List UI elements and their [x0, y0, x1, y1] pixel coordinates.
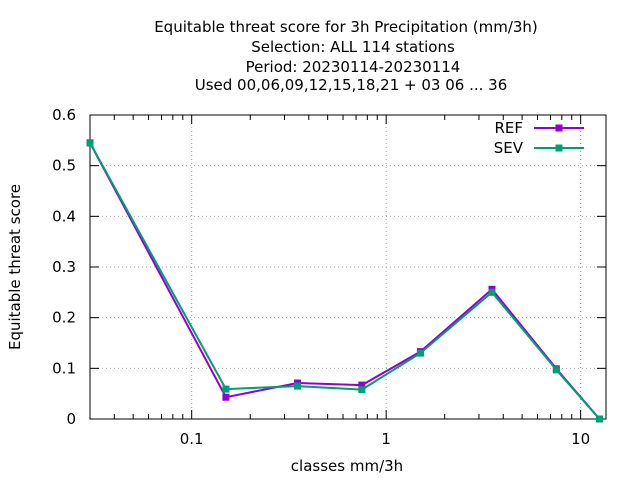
grid-lines — [90, 115, 606, 419]
tick-labels: 0 0.1 0.2 0.3 0.4 0.5 0.6 0.1 1 10 — [52, 106, 590, 448]
title-line-4: Used 00,06,09,12,15,18,21 + 03 06 ... 36 — [195, 76, 508, 94]
legend-label-ref: REF — [494, 119, 523, 137]
data-point-sev — [416, 349, 424, 357]
y-tick-label: 0.2 — [52, 309, 76, 327]
y-tick-label: 0.3 — [52, 258, 76, 276]
y-tick-label: 0.5 — [52, 157, 76, 175]
title-line-2: Selection: ALL 114 stations — [251, 38, 455, 56]
data-point-sev — [358, 386, 366, 394]
y-axis-label: Equitable threat score — [6, 184, 24, 350]
series-line-sev — [89, 142, 601, 420]
y-tick-label: 0 — [66, 410, 76, 428]
axis-ticks — [89, 114, 606, 420]
data-point-sev — [552, 366, 560, 374]
x-axis-label: classes mm/3h — [291, 457, 403, 475]
x-tick-label: 0.1 — [180, 430, 204, 448]
legend-marker-ref — [555, 124, 563, 132]
data-series — [86, 139, 603, 423]
title-line-1: Equitable threat score for 3h Precipitat… — [154, 18, 538, 36]
x-tick-label: 1 — [381, 430, 391, 448]
title-line-3: Period: 20230114-20230114 — [246, 58, 461, 76]
data-point-sev — [488, 288, 496, 296]
chart-title: Equitable threat score for 3h Precipitat… — [154, 18, 538, 94]
y-tick-label: 0.4 — [52, 207, 76, 225]
data-point-ref — [222, 393, 230, 401]
data-point-sev — [222, 385, 230, 393]
data-point-sev — [86, 139, 94, 147]
legend-marker-sev — [555, 144, 563, 152]
y-tick-label: 0.6 — [52, 106, 76, 124]
y-tick-label: 0.1 — [52, 359, 76, 377]
data-point-sev — [294, 382, 302, 390]
x-tick-label: 10 — [571, 430, 590, 448]
data-point-sev — [595, 415, 603, 423]
plot-frame — [89, 114, 607, 420]
data-point-ref — [358, 381, 366, 389]
legend-label-sev: SEV — [494, 139, 524, 157]
legend: REF SEV — [494, 119, 584, 157]
